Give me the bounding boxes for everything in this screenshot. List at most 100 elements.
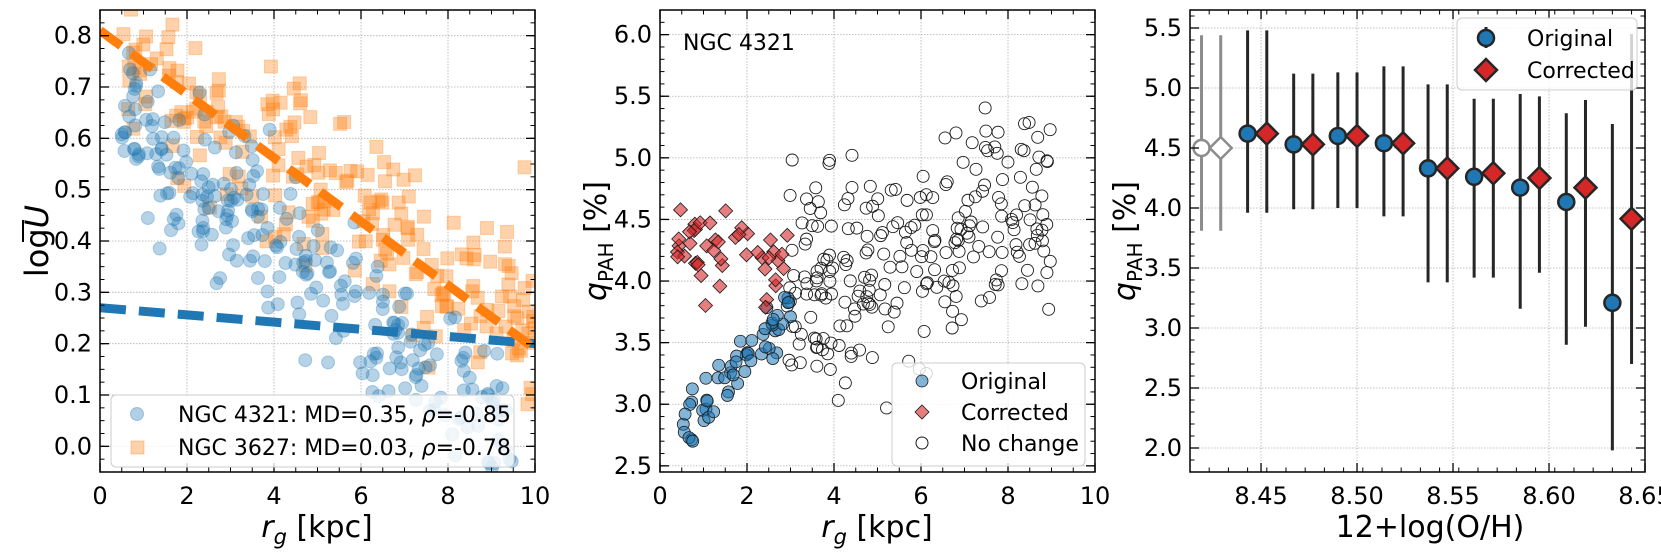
point-ngc3627 [479,319,494,334]
point-ngc3627 [287,115,302,130]
point-ngc3627 [357,188,372,203]
point-ngc4321 [213,271,228,286]
x-tick-label: 8.50 [1330,482,1383,510]
point-no-change [841,192,855,206]
point-ngc4321 [260,220,275,235]
point-no-change [926,224,940,237]
point-ngc4321 [220,208,235,223]
point-ngc4321 [262,122,277,137]
point-ngc4321 [128,118,143,133]
point-ngc4321 [246,249,261,264]
point-no-change [1018,199,1032,213]
point-ngc4321 [423,358,438,373]
point-ngc3627 [305,196,320,211]
point-corrected [761,250,777,266]
point-no-change [1035,189,1049,203]
point-grey-diamond [1207,135,1234,161]
point-no-change [1036,208,1050,222]
legend-label-corrected: Corrected [961,401,1069,426]
point-ngc4321 [347,289,362,304]
point-no-change [838,295,852,309]
point-ngc4321 [353,355,368,370]
x-tick-label: 4 [266,482,281,510]
point-original [700,394,714,408]
point-ngc3627 [328,166,343,181]
point-no-change [873,288,887,302]
point-ngc3627 [333,116,348,131]
point-ngc4321 [477,343,492,358]
y-tick-label: 5.0 [1144,74,1182,102]
point-no-change [982,245,996,259]
point-no-change [782,353,796,367]
point-no-change [817,252,831,266]
point-ngc3627 [505,346,520,361]
point-corrected [757,299,774,315]
point-original [699,371,713,385]
point-no-change [887,305,901,319]
point-ngc3627 [138,97,153,112]
point-ngc4321 [191,224,206,239]
point-corrected [738,247,755,263]
point-ngc3627 [261,107,276,122]
point-ngc4321 [140,211,155,226]
point-ngc4321 [131,147,146,162]
point-ngc3627 [213,130,228,145]
point-ngc3627 [400,221,415,236]
point-ngc4321 [129,76,144,91]
point-no-change [809,181,823,195]
point-no-change [964,215,978,229]
x-axis-label: 12+log(O/H) [1336,510,1525,545]
point-ngc3627 [310,195,325,210]
point-ngc3627 [439,298,454,313]
point-ngc3627 [513,343,528,358]
point-ngc3627 [391,195,406,210]
point-no-change [893,249,907,263]
point-corrected [1344,123,1370,149]
point-no-change [928,263,942,277]
point-ngc3627 [446,215,461,230]
point-no-change [897,281,911,295]
point-ngc3627 [211,72,226,87]
point-ngc4321 [228,145,243,160]
legend-marker-corrected [1473,57,1499,83]
point-no-change [862,283,876,297]
point-ngc4321 [229,253,244,268]
point-no-change [991,278,1005,292]
point-original [1510,178,1530,197]
point-ngc4321 [195,187,210,202]
point-no-change [823,274,837,288]
point-ngc3627 [350,164,365,179]
point-ngc3627 [503,289,518,304]
legend-marker-original [915,374,929,388]
point-no-change [845,148,859,162]
point-ngc4321 [324,308,339,323]
y-tick-label: 0.5 [54,176,92,204]
point-ngc3627 [116,27,131,42]
x-tick-label: 8.60 [1522,482,1575,510]
point-original [707,405,721,419]
point-ngc4321 [242,253,257,268]
point-ngc3627 [507,299,522,314]
point-ngc4321 [226,190,241,205]
point-no-change [1023,213,1037,227]
point-ngc4321 [197,132,212,147]
point-no-change [1028,198,1042,212]
point-ngc3627 [263,59,278,74]
fit-line [100,303,535,349]
point-no-change [1022,115,1036,129]
point-corrected [682,235,698,251]
ticks: 0 2 4 6 8 10 0.0 0.1 0.2 0.3 0.4 0.5 0.6 0.7 0.8 [54,10,550,510]
point-ngc4321 [154,142,169,157]
point-ngc4321 [229,165,244,180]
point-ngc4321 [176,143,191,158]
point-ngc4321 [183,189,198,204]
point-ngc4321 [185,186,200,201]
point-ngc3627 [273,95,288,110]
point-ngc3627 [315,226,330,241]
point-ngc4321 [278,256,293,271]
point-no-change [871,209,885,223]
point-no-change [877,247,891,261]
point-original [1374,133,1394,153]
point-ngc4321 [160,186,175,201]
point-ngc4321 [260,284,275,299]
